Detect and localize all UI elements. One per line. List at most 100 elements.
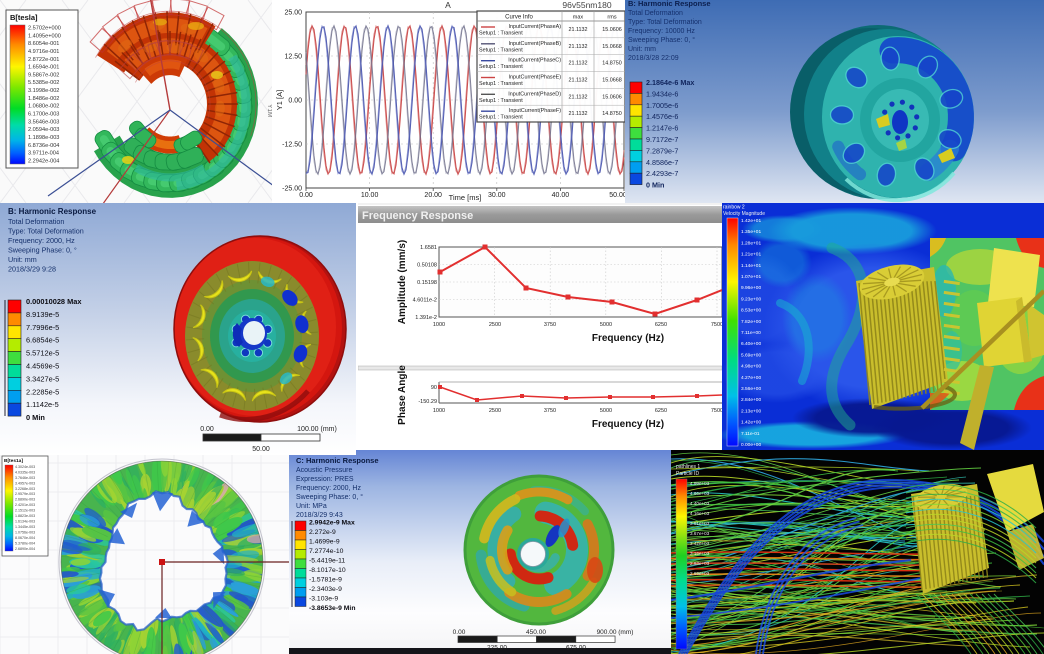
svg-text:7.82e+00: 7.82e+00 (741, 319, 761, 325)
svg-text:2.6890e-003: 2.6890e-003 (15, 498, 35, 502)
svg-text:Frequency (Hz): Frequency (Hz) (592, 419, 664, 430)
svg-text:21.1132: 21.1132 (568, 61, 587, 67)
svg-text:InputCurrent(PhaseF): InputCurrent(PhaseF) (509, 108, 561, 114)
svg-text:max: max (573, 15, 584, 21)
svg-text:0 Min: 0 Min (26, 413, 45, 422)
svg-text:2.84e+00: 2.84e+00 (741, 397, 761, 403)
svg-text:1.2147e-6: 1.2147e-6 (646, 124, 678, 133)
svg-text:7.11e-01: 7.11e-01 (741, 431, 760, 437)
svg-text:Setup1 : Transient: Setup1 : Transient (479, 81, 523, 87)
svg-text:pathlines 1: pathlines 1 (676, 464, 700, 470)
svg-text:1.0680e-002: 1.0680e-002 (28, 104, 59, 110)
svg-text:8.0670e-004: 8.0670e-004 (15, 536, 35, 540)
svg-text:Phase Angle: Phase Angle (397, 365, 408, 425)
svg-text:B[tesla]: B[tesla] (10, 13, 38, 22)
svg-text:7.2879e-7: 7.2879e-7 (646, 146, 678, 155)
svg-text:8.9139e-5: 8.9139e-5 (26, 310, 59, 319)
svg-text:14.8750: 14.8750 (602, 61, 622, 67)
svg-text:2.2285e-5: 2.2285e-5 (26, 387, 59, 396)
svg-text:Frequency: 2000, Hz: Frequency: 2000, Hz (8, 236, 75, 245)
svg-text:InputCurrent(PhaseC): InputCurrent(PhaseC) (508, 58, 561, 64)
svg-text:450.00: 450.00 (526, 629, 546, 636)
svg-text:Sweeping Phase: 0, °: Sweeping Phase: 0, ° (8, 246, 77, 255)
svg-text:Frequency: 2000, Hz: Frequency: 2000, Hz (296, 485, 361, 492)
svg-text:2018/3/29 9:43: 2018/3/29 9:43 (296, 512, 343, 519)
svg-text:3.42e+03: 3.42e+03 (690, 541, 710, 546)
svg-text:2.6890e-004: 2.6890e-004 (15, 547, 35, 551)
svg-text:675.00: 675.00 (566, 645, 586, 652)
svg-text:Y1M: Y1M (266, 104, 272, 117)
svg-text:-8.1017e-10: -8.1017e-10 (309, 567, 346, 574)
svg-text:Curve Info: Curve Info (505, 15, 533, 21)
svg-text:2.272e-9: 2.272e-9 (309, 529, 336, 536)
svg-text:2.93e+03: 2.93e+03 (690, 561, 710, 566)
svg-text:0.50108: 0.50108 (417, 263, 437, 269)
svg-text:-25.00: -25.00 (282, 186, 302, 193)
svg-text:5.5385e-002: 5.5385e-002 (28, 80, 59, 86)
svg-text:2500: 2500 (489, 408, 501, 414)
svg-text:2018/3/29 9:28: 2018/3/29 9:28 (8, 265, 56, 274)
svg-text:9.96e+00: 9.96e+00 (741, 285, 761, 291)
svg-text:2.2942e-004: 2.2942e-004 (28, 158, 59, 164)
svg-text:40.00: 40.00 (552, 192, 570, 199)
svg-text:rms: rms (607, 15, 616, 21)
svg-text:4.16e+03: 4.16e+03 (690, 511, 710, 516)
svg-text:1.3445e-003: 1.3445e-003 (15, 525, 35, 529)
svg-text:21.1132: 21.1132 (568, 44, 587, 50)
svg-text:InputCurrent(PhaseE): InputCurrent(PhaseE) (509, 75, 562, 81)
svg-text:-150.29: -150.29 (418, 399, 437, 405)
svg-text:30.00: 30.00 (488, 192, 506, 199)
svg-text:25.00: 25.00 (284, 10, 302, 17)
svg-text:1.07e+01: 1.07e+01 (741, 274, 761, 280)
svg-text:Type: Total Deformation: Type: Total Deformation (628, 19, 702, 26)
svg-text:InputCurrent(PhaseD): InputCurrent(PhaseD) (508, 91, 561, 97)
svg-text:21.1132: 21.1132 (568, 111, 587, 117)
svg-text:2.69e+03: 2.69e+03 (690, 571, 710, 576)
svg-text:90: 90 (431, 385, 437, 391)
svg-text:2018/3/28 22:09: 2018/3/28 22:09 (628, 55, 679, 62)
svg-text:1.8486e-002: 1.8486e-002 (28, 96, 59, 102)
svg-text:3.5646e-003: 3.5646e-003 (28, 119, 59, 125)
svg-text:2.4293e-7: 2.4293e-7 (646, 169, 678, 178)
svg-text:Setup1 : Transient: Setup1 : Transient (479, 64, 523, 70)
svg-text:2.1512e-003: 2.1512e-003 (15, 509, 35, 513)
svg-text:B[tes1a]: B[tes1a] (4, 458, 23, 464)
svg-text:Y1 [A]: Y1 [A] (275, 90, 284, 110)
svg-text:-1.5781e-9: -1.5781e-9 (309, 577, 342, 584)
svg-text:B: Harmonic Response: B: Harmonic Response (628, 0, 711, 8)
svg-text:5.69e+00: 5.69e+00 (741, 352, 761, 358)
svg-text:1.28e+01: 1.28e+01 (741, 240, 761, 246)
svg-text:Unit: mm: Unit: mm (628, 46, 656, 53)
svg-text:Sweeping Phase: 0, °: Sweeping Phase: 0, ° (628, 36, 695, 44)
svg-text:Total Deformation: Total Deformation (8, 217, 64, 226)
svg-text:8.53e+00: 8.53e+00 (741, 308, 761, 314)
svg-text:4.8586e-7: 4.8586e-7 (646, 158, 678, 167)
svg-text:6.1700e-003: 6.1700e-003 (28, 112, 59, 118)
svg-text:1.35e+01: 1.35e+01 (741, 229, 761, 235)
svg-text:3.56e+00: 3.56e+00 (741, 386, 761, 392)
svg-text:Setup1 : Transient: Setup1 : Transient (479, 47, 523, 53)
svg-text:2.0594e-003: 2.0594e-003 (28, 127, 59, 133)
svg-text:2.9942e-9 Max: 2.9942e-9 Max (309, 520, 355, 527)
svg-text:Frequency (Hz): Frequency (Hz) (592, 333, 664, 344)
svg-text:1000: 1000 (433, 322, 445, 328)
svg-text:3.3427e-5: 3.3427e-5 (26, 374, 59, 383)
svg-text:15.0606: 15.0606 (602, 27, 622, 33)
svg-text:0 Min: 0 Min (646, 181, 664, 190)
svg-text:7500: 7500 (711, 322, 722, 328)
svg-text:Expression: PRES: Expression: PRES (296, 476, 354, 483)
svg-text:4.9716e-001: 4.9716e-001 (28, 49, 59, 55)
svg-text:0.00: 0.00 (299, 192, 313, 199)
svg-text:1.1898e-003: 1.1898e-003 (28, 135, 59, 141)
svg-text:Acoustic Pressure: Acoustic Pressure (296, 467, 353, 474)
svg-text:1.6134e-003: 1.6134e-003 (15, 520, 35, 524)
svg-text:7500: 7500 (711, 408, 722, 414)
svg-text:21.1132: 21.1132 (568, 27, 587, 33)
svg-text:-2.3403e-9: -2.3403e-9 (309, 586, 342, 593)
svg-text:7.2774e-10: 7.2774e-10 (309, 548, 344, 555)
svg-text:4.98e+00: 4.98e+00 (741, 364, 761, 370)
svg-text:6250: 6250 (655, 408, 667, 414)
svg-text:4.27e+00: 4.27e+00 (741, 375, 761, 381)
svg-text:900.00 (mm): 900.00 (mm) (597, 629, 634, 636)
svg-text:225.00: 225.00 (487, 645, 507, 652)
